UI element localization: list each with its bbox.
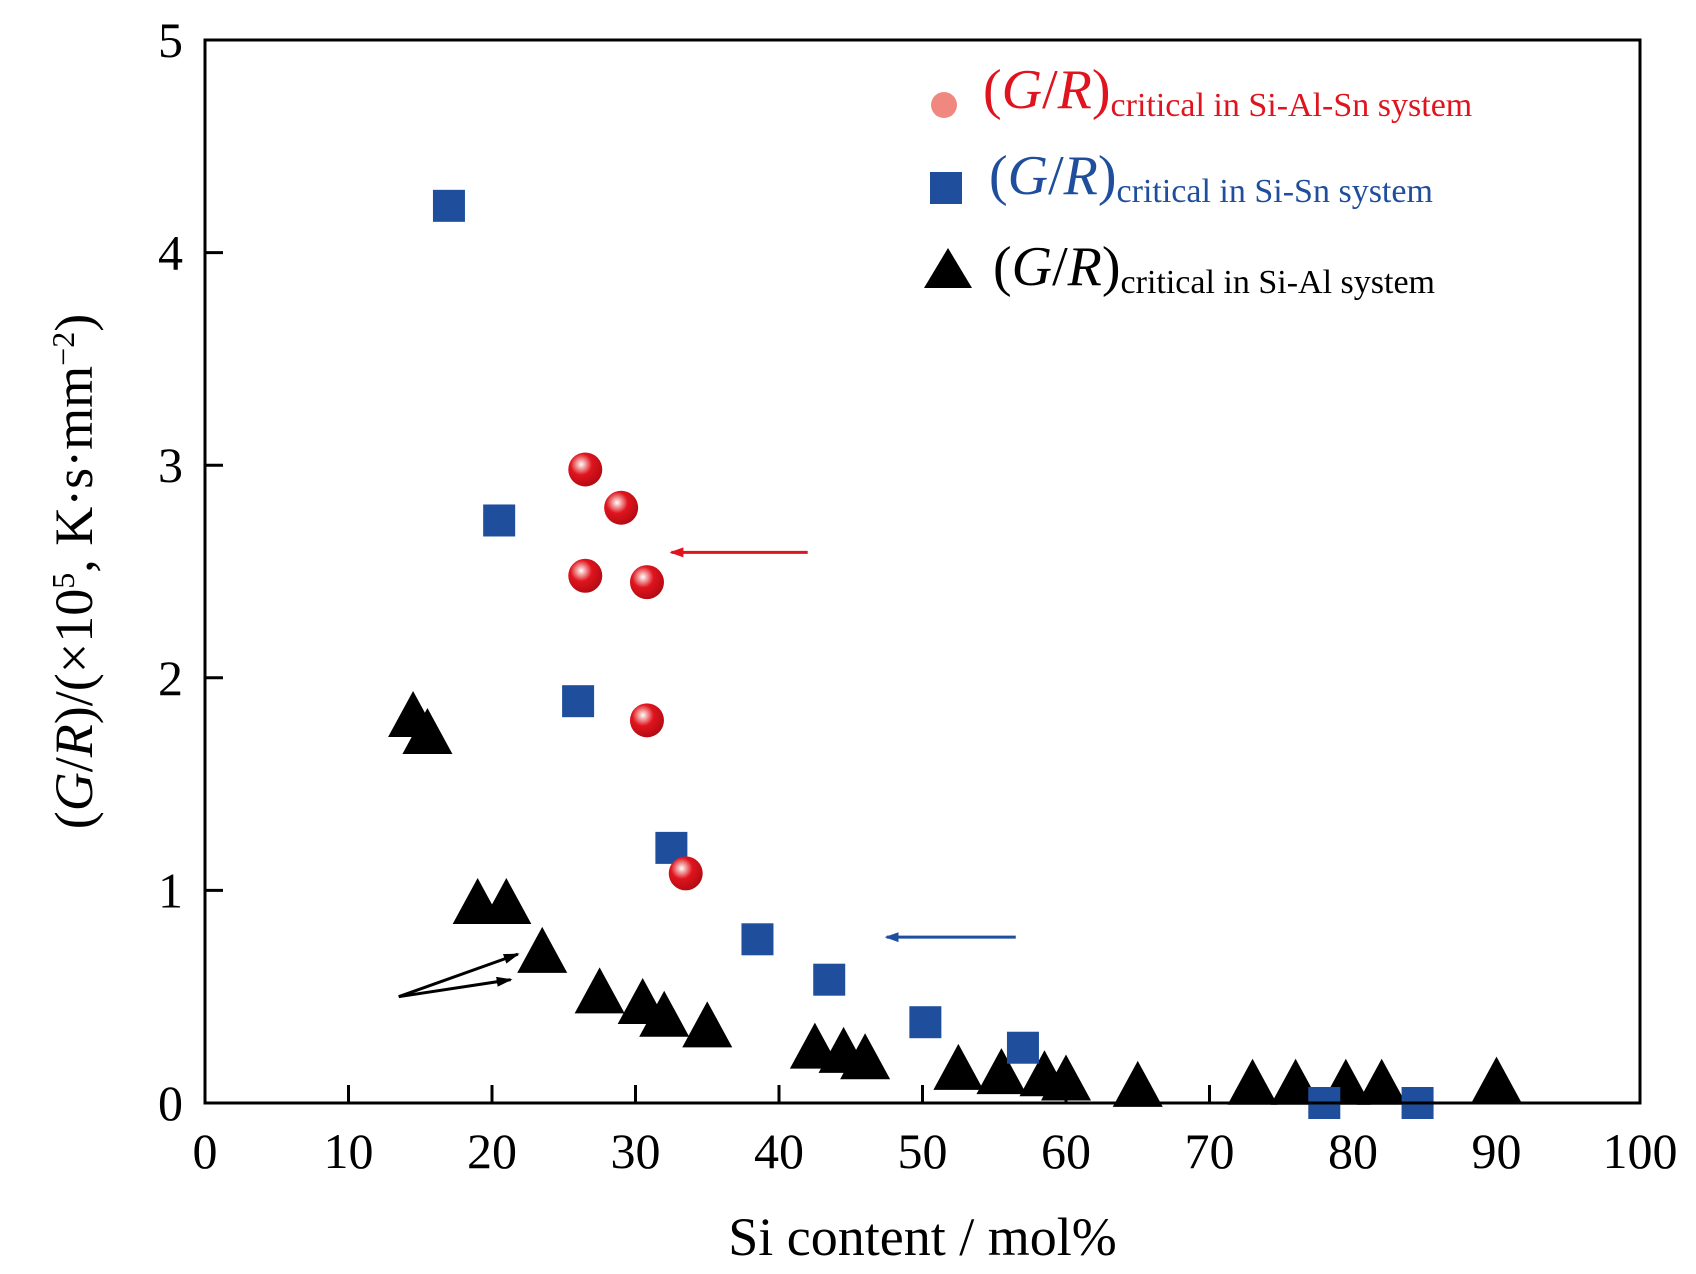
x-tick-label: 80 xyxy=(1328,1123,1378,1179)
y-tick-label: 4 xyxy=(158,225,183,281)
data-point-si-al xyxy=(976,1048,1027,1095)
x-tick-label: 50 xyxy=(898,1123,948,1179)
legend-marker-triangle xyxy=(924,248,972,288)
legend: (G/R)critical in Si-Al-Sn system (G/R)cr… xyxy=(924,59,1472,301)
x-tick-label: 70 xyxy=(1185,1123,1235,1179)
data-point-si-al-sn xyxy=(629,703,664,738)
data-point-si-al xyxy=(402,707,453,754)
data-points xyxy=(388,189,1522,1119)
annotation-arrow xyxy=(398,952,520,999)
legend-label-si-sn: (G/R)critical in Si-Sn system xyxy=(989,145,1433,210)
data-point-si-al xyxy=(840,1033,891,1080)
data-point-si-al xyxy=(1227,1058,1278,1105)
x-tick-label: 100 xyxy=(1603,1123,1678,1179)
data-point-si-al xyxy=(1471,1056,1522,1103)
data-point-si-sn xyxy=(1006,1031,1039,1064)
data-point-si-al xyxy=(1270,1058,1321,1105)
data-point-si-al xyxy=(1356,1058,1407,1105)
y-tick-label: 2 xyxy=(158,650,183,706)
data-point-si-al xyxy=(1112,1060,1163,1107)
x-tick-label: 40 xyxy=(754,1123,804,1179)
y-tick-label: 5 xyxy=(158,12,183,68)
annotation-arrows xyxy=(398,547,1016,999)
data-point-si-sn xyxy=(909,1006,942,1039)
y-tick-label: 1 xyxy=(158,862,183,918)
x-tick-label: 0 xyxy=(193,1123,218,1179)
x-axis-title: Si content / mol% xyxy=(728,1207,1116,1267)
data-point-si-al xyxy=(933,1043,984,1090)
data-point-si-sn xyxy=(741,923,774,956)
y-axis-title: (G/R)/(×105, K·s·mm−2) xyxy=(44,314,104,829)
data-point-si-al-sn xyxy=(568,452,603,487)
data-point-si-sn xyxy=(813,963,846,996)
y-tick-label: 3 xyxy=(158,437,183,493)
x-tick-label: 10 xyxy=(324,1123,374,1179)
data-point-si-al xyxy=(1041,1054,1091,1101)
data-point-si-sn xyxy=(432,189,465,222)
data-point-si-al-sn xyxy=(668,856,703,891)
legend-label-si-al: (G/R)critical in Si-Al system xyxy=(993,236,1435,301)
x-tick-label: 90 xyxy=(1472,1123,1522,1179)
data-point-si-al-sn xyxy=(604,490,639,525)
data-point-si-al xyxy=(574,967,625,1014)
x-tick-label: 60 xyxy=(1041,1123,1091,1179)
legend-marker-square xyxy=(930,172,962,204)
legend-label-si-al-sn: (G/R)critical in Si-Al-Sn system xyxy=(983,59,1472,124)
data-point-si-al xyxy=(639,990,690,1037)
data-point-si-sn xyxy=(562,685,595,718)
data-point-si-al-sn xyxy=(629,565,664,600)
data-point-si-sn xyxy=(483,504,516,537)
data-point-si-al xyxy=(481,878,532,925)
plot-frame xyxy=(203,38,1642,1105)
x-tick-label: 20 xyxy=(467,1123,517,1179)
data-point-si-al xyxy=(682,1001,733,1048)
legend-marker-circle xyxy=(931,92,957,118)
data-point-si-al xyxy=(517,926,568,973)
tick-labels: 0 10 20 30 40 50 60 70 80 90 100 0 1 2 3 4 5 xyxy=(158,12,1678,1179)
data-point-si-al-sn xyxy=(568,558,603,593)
x-tick-label: 30 xyxy=(611,1123,661,1179)
y-tick-label: 0 xyxy=(158,1075,183,1131)
annotation-arrow xyxy=(398,976,513,999)
